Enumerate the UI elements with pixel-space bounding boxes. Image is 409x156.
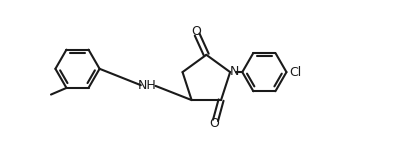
Text: Cl: Cl	[290, 66, 302, 79]
Text: N: N	[230, 65, 239, 78]
Text: O: O	[191, 25, 201, 38]
Text: NH: NH	[138, 79, 157, 92]
Text: O: O	[209, 117, 219, 130]
